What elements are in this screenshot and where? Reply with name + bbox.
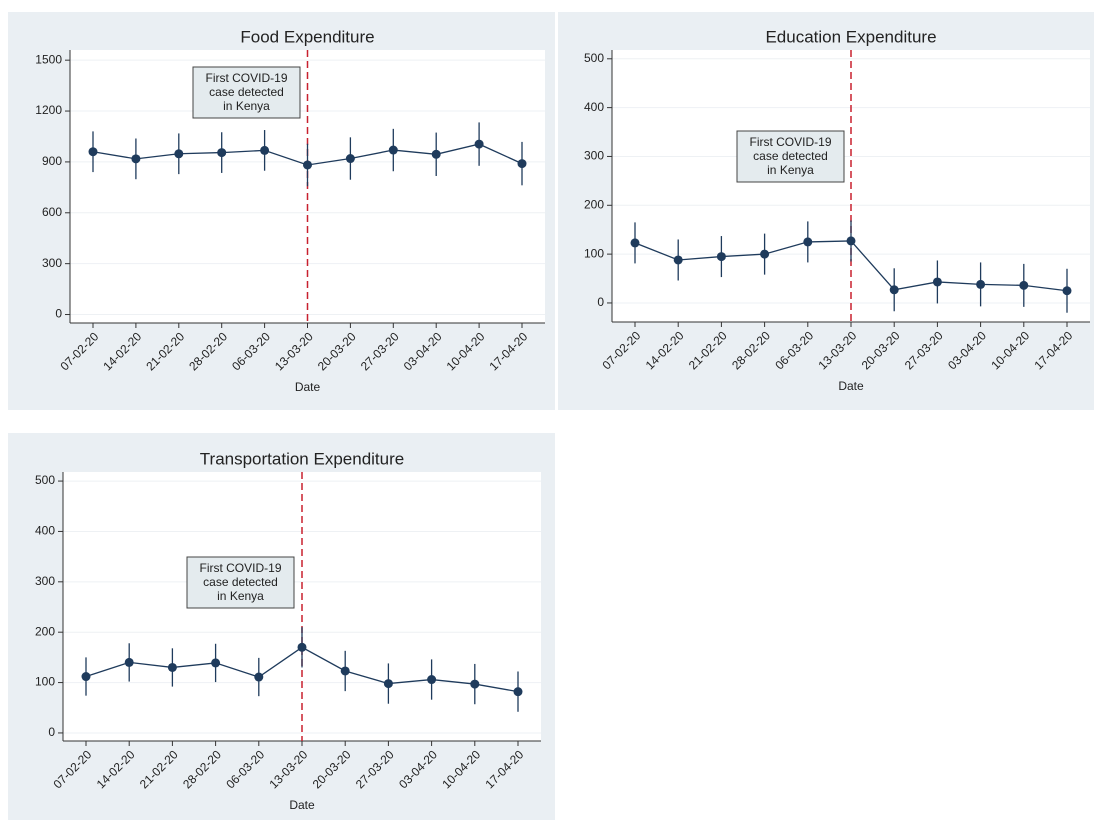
- annotation-text: case detected: [753, 149, 828, 163]
- point: [81, 672, 91, 682]
- point: [889, 285, 899, 295]
- y-tick-label: 0: [48, 725, 55, 739]
- point: [254, 672, 264, 682]
- annotation-text: First COVID-19: [749, 135, 831, 149]
- y-tick-label: 200: [584, 197, 604, 211]
- point: [297, 642, 307, 652]
- point: [932, 277, 942, 287]
- point: [427, 675, 437, 685]
- point: [976, 279, 986, 289]
- annotation-text: First COVID-19: [205, 71, 287, 85]
- point: [760, 249, 770, 259]
- point: [517, 159, 527, 169]
- annotation-text: case detected: [203, 575, 278, 589]
- annotation-text: in Kenya: [217, 589, 264, 603]
- point: [513, 687, 523, 697]
- point: [340, 666, 350, 676]
- point: [88, 147, 98, 157]
- chart-title: Education Expenditure: [765, 27, 936, 46]
- y-tick-label: 400: [35, 524, 55, 538]
- y-tick-label: 300: [584, 149, 604, 163]
- point: [673, 255, 683, 265]
- point: [470, 679, 480, 689]
- point: [716, 252, 726, 262]
- annotation-box: [186, 556, 295, 609]
- y-tick-label: 400: [584, 100, 604, 114]
- chart-title: Transportation Expenditure: [200, 449, 404, 468]
- point: [431, 149, 441, 159]
- point: [474, 139, 484, 149]
- point: [630, 238, 640, 248]
- point: [1019, 280, 1029, 290]
- point: [174, 149, 184, 159]
- point: [303, 160, 312, 170]
- point: [217, 148, 227, 158]
- point: [260, 145, 270, 155]
- y-tick-label: 500: [584, 51, 604, 65]
- y-tick-label: 0: [597, 295, 604, 309]
- annotation-text: in Kenya: [223, 99, 270, 113]
- point: [345, 154, 355, 164]
- y-tick-label: 900: [42, 154, 62, 168]
- point: [124, 657, 134, 667]
- y-tick-label: 500: [35, 473, 55, 487]
- chart-title: Food Expenditure: [240, 27, 374, 46]
- y-tick-label: 100: [35, 675, 55, 689]
- annotation-box: [736, 130, 845, 183]
- annotation-text: case detected: [209, 85, 284, 99]
- point: [131, 154, 141, 164]
- point: [388, 145, 398, 155]
- annotation-text: in Kenya: [767, 163, 814, 177]
- annotation-box: [192, 66, 301, 119]
- x-axis-label: Date: [295, 380, 321, 394]
- y-tick-label: 600: [42, 205, 62, 219]
- y-tick-label: 100: [584, 246, 604, 260]
- y-tick-label: 300: [35, 574, 55, 588]
- point: [211, 658, 221, 668]
- y-tick-label: 0: [55, 307, 62, 321]
- point: [846, 236, 856, 246]
- x-axis-label: Date: [838, 379, 864, 393]
- annotation-text: First COVID-19: [199, 561, 281, 575]
- y-tick-label: 200: [35, 624, 55, 638]
- point: [383, 679, 393, 689]
- y-tick-label: 1500: [35, 52, 62, 66]
- y-tick-label: 300: [42, 256, 62, 270]
- point: [803, 237, 813, 247]
- point: [1062, 286, 1072, 296]
- point: [167, 662, 177, 672]
- x-axis-label: Date: [289, 798, 315, 812]
- y-tick-label: 1200: [35, 103, 62, 117]
